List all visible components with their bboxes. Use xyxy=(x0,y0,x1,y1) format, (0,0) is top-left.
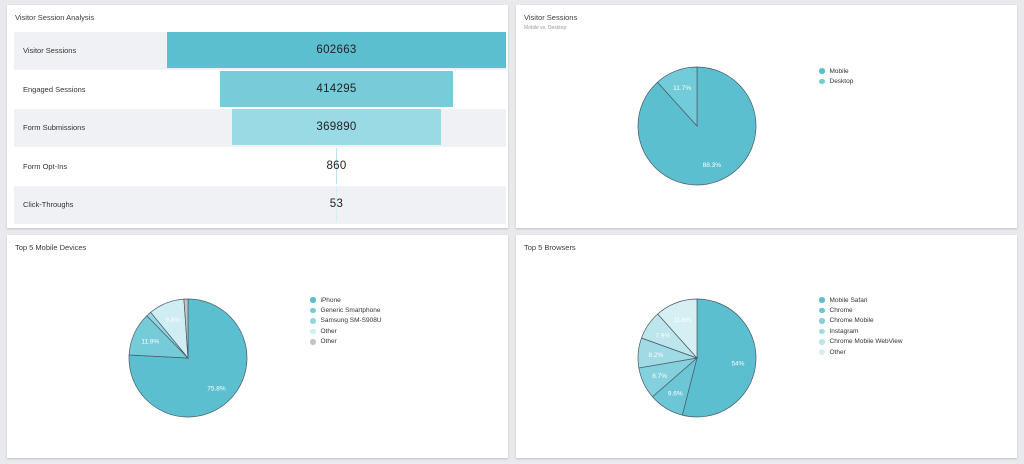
funnel-label: Form Opt-Ins xyxy=(23,161,68,171)
visitor-sessions-panel: Visitor Sessions Mobile vs. Desktop 88.3… xyxy=(516,5,1017,228)
funnel-row: Engaged Sessions 414295 xyxy=(14,70,506,109)
funnel-row: Click-Throughs 53 xyxy=(14,186,506,224)
pie-data-label: 9.6% xyxy=(668,391,683,398)
funnel-value-label: 414295 xyxy=(316,82,357,95)
legend-item[interactable]: Other xyxy=(310,326,382,336)
legend-item[interactable]: Other xyxy=(819,347,903,357)
funnel-row: Form Submissions 369890 xyxy=(14,109,506,147)
pie-data-label: 75.8% xyxy=(207,385,226,392)
funnel-row: Visitor Sessions 602663 xyxy=(14,32,506,70)
legend-swatch xyxy=(310,328,316,335)
legend-swatch xyxy=(310,339,316,345)
pie-slice[interactable] xyxy=(681,298,757,418)
legend-item[interactable]: Chrome xyxy=(819,305,903,315)
pie-data-label: 54% xyxy=(731,361,744,368)
legend-item[interactable]: Other xyxy=(310,337,382,347)
legend-label: Instagram xyxy=(829,327,859,335)
legend-label: Other xyxy=(320,327,337,335)
mobile-devices-title: Top 5 Mobile Devices xyxy=(15,243,87,252)
visitor-sessions-title: Visitor Sessions xyxy=(524,13,578,22)
legend-label: Other xyxy=(829,348,846,356)
pie-data-label: 88.3% xyxy=(703,162,722,169)
funnel-label: Engaged Sessions xyxy=(23,84,86,94)
pie-data-label: 11.6% xyxy=(673,317,691,324)
funnel-bar[interactable] xyxy=(232,109,441,145)
pie-data-label: 7.9% xyxy=(655,332,670,339)
legend-item[interactable]: Desktop xyxy=(819,76,853,86)
legend-swatch xyxy=(819,339,825,345)
legend-label: Other xyxy=(320,338,337,346)
mobile-devices-legend: iPhone Generic Smartphone Samsung SM-S908U… xyxy=(310,295,382,347)
browsers-title: Top 5 Browsers xyxy=(524,243,576,252)
browsers-legend: Mobile Safari Chrome Chrome Mobile Instagra… xyxy=(819,295,903,357)
legend-swatch xyxy=(819,78,825,85)
legend-swatch xyxy=(819,307,825,314)
pie-data-label: 8.2% xyxy=(648,352,663,359)
funnel-label: Form Submissions xyxy=(23,123,86,132)
legend-swatch xyxy=(310,318,316,324)
legend-swatch xyxy=(819,328,825,335)
legend-label: Chrome Mobile WebView xyxy=(829,338,903,346)
funnel-label: Click-Throughs xyxy=(23,200,74,209)
legend-item[interactable]: Samsung SM-S908U xyxy=(310,316,382,326)
legend-item[interactable]: Mobile Safari xyxy=(819,295,903,305)
legend-swatch xyxy=(819,68,825,74)
legend-item[interactable]: Generic Smartphone xyxy=(310,305,382,315)
funnel-panel: Visitor Session Analysis Visitor Session… xyxy=(7,5,508,228)
browsers-pie: 54% 9.6% 8.7% 8.2% 7.9% 11.6% xyxy=(637,298,757,418)
funnel-label: Visitor Sessions xyxy=(23,46,77,55)
legend-swatch xyxy=(310,307,316,314)
pie-slice[interactable] xyxy=(657,298,698,359)
funnel-value-label: 53 xyxy=(329,198,344,210)
legend-label: Mobile Safari xyxy=(829,296,868,304)
legend-item[interactable]: iPhone xyxy=(310,295,382,305)
visitor-sessions-legend: Mobile Desktop xyxy=(819,66,853,87)
funnel-bar[interactable] xyxy=(219,70,453,107)
pie-data-label: 11.7% xyxy=(673,85,691,92)
legend-item[interactable]: Chrome Mobile xyxy=(819,316,903,326)
funnel-row: Form Opt-Ins 860 xyxy=(14,147,506,186)
legend-swatch xyxy=(310,297,316,303)
funnel-value-label: 602663 xyxy=(316,44,357,56)
pie-slice[interactable] xyxy=(637,66,757,186)
legend-label: Chrome Mobile xyxy=(829,317,874,325)
legend-item[interactable]: Instagram xyxy=(819,326,903,336)
legend-item[interactable]: Chrome Mobile WebView xyxy=(819,337,903,347)
visitor-sessions-subtitle: Mobile vs. Desktop xyxy=(524,25,567,31)
funnel-value-label: 369890 xyxy=(316,121,357,133)
legend-item[interactable]: Mobile xyxy=(819,66,853,76)
legend-label: iPhone xyxy=(320,296,341,304)
legend-label: Samsung SM-S908U xyxy=(320,317,382,325)
browsers-panel: Top 5 Browsers 54% 9.6% 8.7% 8.2% 7.9% 11.6% … xyxy=(516,235,1017,458)
legend-label: Generic Smartphone xyxy=(320,307,381,315)
pie-data-label: 8.7% xyxy=(652,373,667,380)
pie-slice[interactable] xyxy=(656,66,698,127)
legend-swatch xyxy=(819,349,825,355)
pie-data-label: 9.8% xyxy=(165,317,180,324)
pie-slice[interactable] xyxy=(183,298,189,359)
funnel-bar[interactable] xyxy=(167,32,506,68)
legend-swatch xyxy=(819,318,825,324)
legend-label: Desktop xyxy=(829,78,854,86)
funnel-value-label: 860 xyxy=(326,159,347,172)
pie-data-label: 11.9% xyxy=(141,339,159,346)
legend-swatch xyxy=(819,297,825,303)
legend-label: Chrome xyxy=(829,307,853,315)
funnel-title: Visitor Session Analysis xyxy=(15,13,95,22)
mobile-devices-panel: Top 5 Mobile Devices 75.8% 11.9% 9.8% iPho… xyxy=(7,235,508,458)
visitor-sessions-pie: 88.3% 11.7% xyxy=(637,66,757,186)
legend-label: Mobile xyxy=(829,67,849,75)
mobile-devices-pie: 75.8% 11.9% 9.8% xyxy=(128,298,248,418)
